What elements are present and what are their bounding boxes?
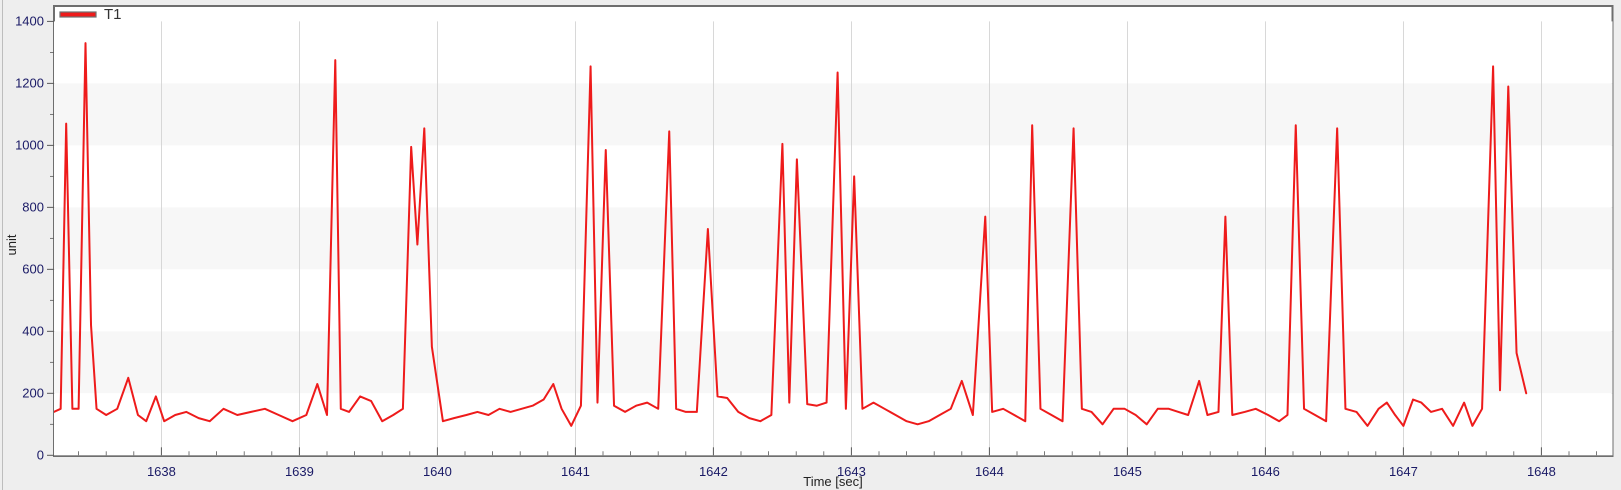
svg-text:1648: 1648 [1527,464,1556,479]
svg-text:600: 600 [22,261,44,276]
svg-text:1400: 1400 [15,13,44,28]
svg-text:1647: 1647 [1389,464,1418,479]
svg-text:1640: 1640 [423,464,452,479]
svg-text:1644: 1644 [975,464,1004,479]
svg-text:Time [sec]: Time [sec] [803,474,862,489]
svg-text:T1: T1 [104,6,122,23]
svg-text:0: 0 [37,447,44,462]
svg-text:1642: 1642 [699,464,728,479]
svg-text:800: 800 [22,199,44,214]
svg-text:1645: 1645 [1113,464,1142,479]
svg-text:unit: unit [4,234,19,255]
svg-text:1639: 1639 [285,464,314,479]
svg-text:1641: 1641 [561,464,590,479]
svg-text:1638: 1638 [147,464,176,479]
svg-text:1000: 1000 [15,137,44,152]
svg-text:400: 400 [22,323,44,338]
svg-text:200: 200 [22,385,44,400]
svg-text:1200: 1200 [15,75,44,90]
svg-text:1646: 1646 [1251,464,1280,479]
